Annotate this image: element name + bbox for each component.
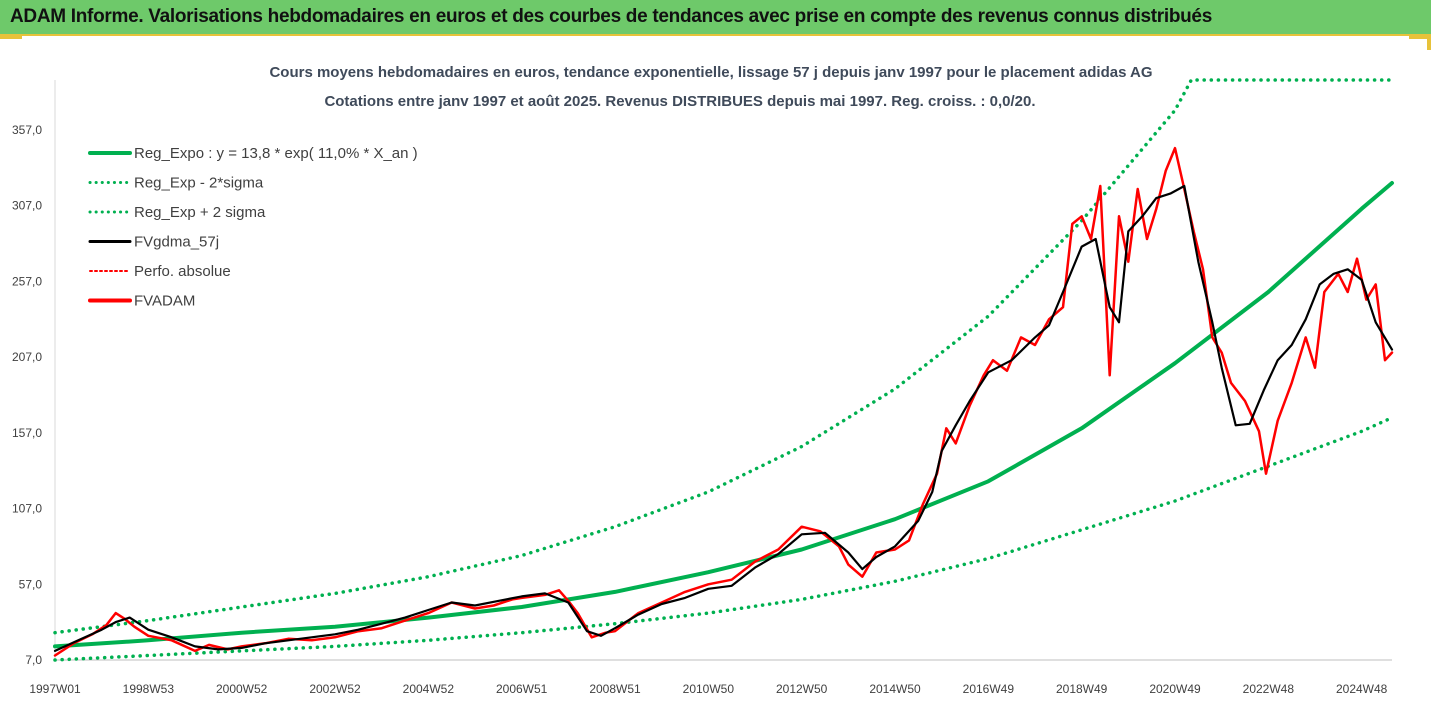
legend-label: Reg_Expo : y = 13,8 * exp( 11,0% * X_an … <box>134 145 418 162</box>
title-banner: ADAM Informe. Valorisations hebdomadaire… <box>0 0 1431 36</box>
y-tick-label: 307,0 <box>12 199 42 213</box>
y-tick-label: 257,0 <box>12 274 42 288</box>
x-axis: 1997W01 1998W53 2000W52 2002W52 2004W52 2006W… <box>29 682 1387 696</box>
x-tick-label: 2016W49 <box>963 682 1015 696</box>
x-tick-label: 2012W50 <box>776 682 828 696</box>
x-tick-label: 2020W49 <box>1149 682 1201 696</box>
legend-label: FVgdma_57j <box>134 234 219 251</box>
y-tick-label: 7,0 <box>25 653 42 667</box>
y-tick-label: 57,0 <box>19 577 43 591</box>
frame-corner-right-edge <box>1427 36 1431 50</box>
x-tick-label: 1997W01 <box>29 682 81 696</box>
series-line-1 <box>53 181 1394 649</box>
legend: Reg_Expo : y = 13,8 * exp( 11,0% * X_an … <box>88 145 418 310</box>
x-tick-label: 2006W51 <box>496 682 548 696</box>
x-tick-label: 2002W52 <box>309 682 361 696</box>
legend-label: Reg_Exp - 2*sigma <box>134 175 264 192</box>
y-tick-label: 207,0 <box>12 350 42 364</box>
legend-label: Reg_Exp + 2 sigma <box>134 204 266 221</box>
y-tick-label: 357,0 <box>12 123 42 137</box>
legend-label: FVADAM <box>134 293 195 310</box>
frame-corner-top-right <box>1409 36 1431 39</box>
y-tick-label: 107,0 <box>12 502 42 516</box>
series-line-2 <box>53 415 1394 662</box>
x-tick-label: 2000W52 <box>216 682 268 696</box>
x-tick-label: 2014W50 <box>869 682 921 696</box>
y-axis: 7,0 57,0 107,0 157,0 207,0 257,0 307,0 357,0 <box>12 123 42 667</box>
x-tick-label: 2022W48 <box>1243 682 1295 696</box>
frame-corner-top-left <box>0 36 22 39</box>
plot-frame <box>54 80 1392 661</box>
chart-subtitle: Cotations entre janv 1997 et août 2025. … <box>324 93 1035 110</box>
series-line-5 <box>53 146 1394 657</box>
legend-label: Perfo. absolue <box>134 263 231 280</box>
x-tick-label: 2010W50 <box>683 682 735 696</box>
x-tick-label: 2018W49 <box>1056 682 1108 696</box>
series-layer <box>53 78 1394 662</box>
x-tick-label: 2004W52 <box>403 682 455 696</box>
x-tick-label: 2024W48 <box>1336 682 1388 696</box>
x-tick-label: 1998W53 <box>123 682 175 696</box>
y-tick-label: 157,0 <box>12 426 42 440</box>
chart-title: Cours moyens hebdomadaires en euros, ten… <box>269 64 1152 81</box>
series-line-4 <box>53 184 1394 652</box>
series-line-3 <box>53 78 1394 635</box>
banner-title: ADAM Informe. Valorisations hebdomadaire… <box>10 6 1212 27</box>
x-tick-label: 2008W51 <box>589 682 641 696</box>
